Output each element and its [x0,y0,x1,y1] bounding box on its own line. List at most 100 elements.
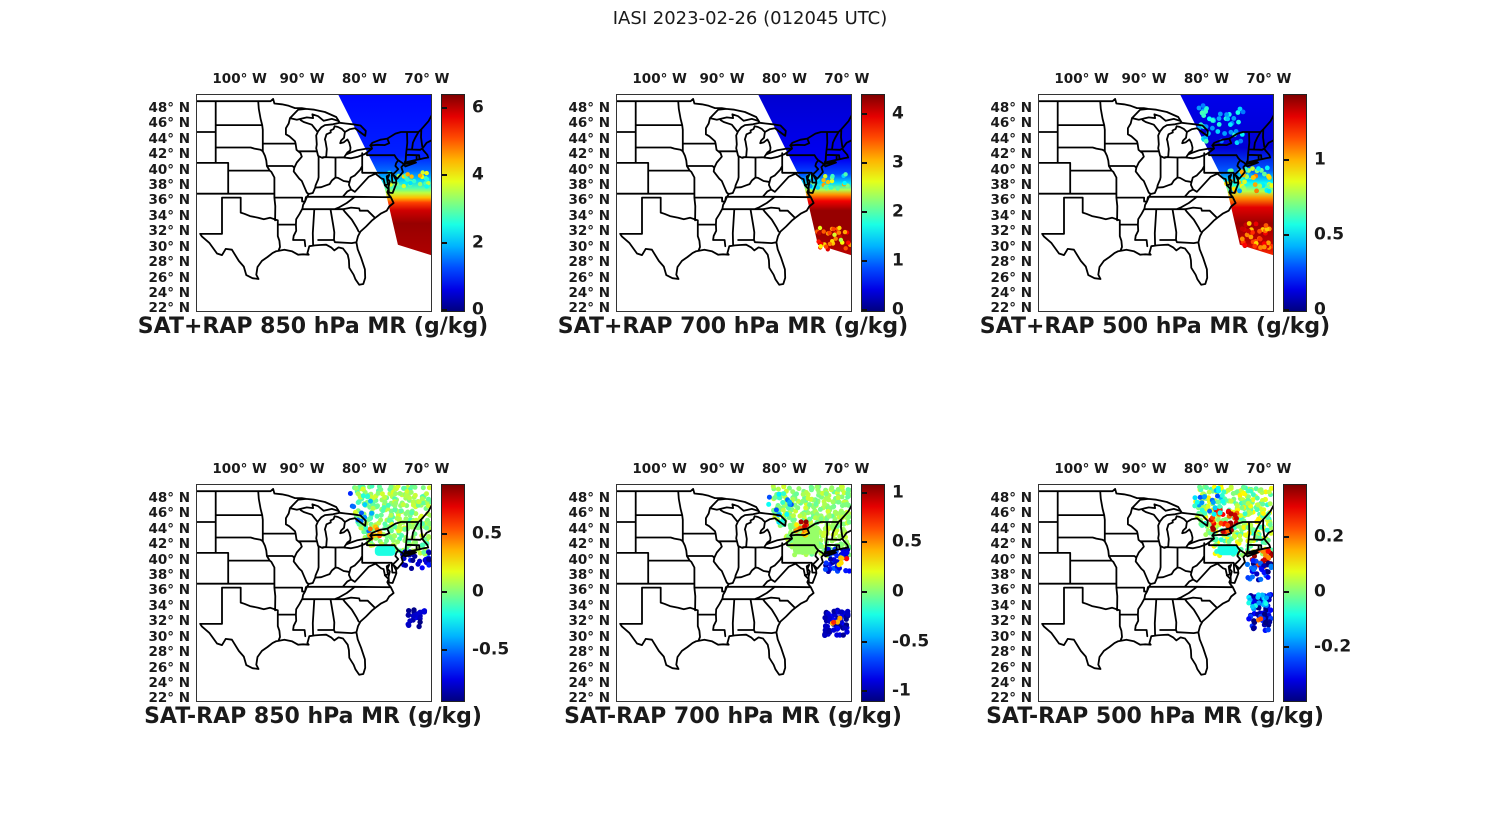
lat-tick-label: 48° N [990,99,1032,116]
colorbar-tick-label: 0.5 [1314,224,1345,245]
lat-tick-label: 28° N [568,644,610,661]
lat-tick-label: 38° N [990,177,1032,194]
lat-tick-label: 44° N [148,520,190,537]
panel-title: SAT+RAP 500 hPa MR (g/kg) [979,314,1331,339]
lat-tick-label: 38° N [568,567,610,584]
lat-tick-label: 22° N [568,690,610,707]
colorbar-tick-label: -0.5 [892,631,930,652]
lat-tick-label: 24° N [148,675,190,692]
lat-tick-label: 32° N [568,223,610,240]
lat-tick-label: 34° N [148,207,190,224]
lat-tick-label: 22° N [148,690,190,707]
data-patch [374,545,396,556]
lat-tick-label: 36° N [568,192,610,209]
lon-tick-label: 100° W [632,71,687,87]
colorbar-tick-label: -1 [892,680,911,701]
colorbar-diff-700 [861,484,885,702]
lat-tick-label: 48° N [568,489,610,506]
colorbar-sum-500 [1283,94,1307,312]
colorbar-tick-label: 4 [472,164,484,185]
lon-tick-label: 100° W [212,71,267,87]
colorbar-tick-label: 2 [892,201,904,222]
colorbar-tick-label: 0 [1314,581,1326,602]
map-plot-diff-850 [196,484,432,702]
lat-tick-label: 28° N [148,644,190,661]
lat-tick-label: 34° N [990,207,1032,224]
lat-tick-label: 26° N [148,269,190,286]
lat-tick-label: 26° N [568,659,610,676]
lat-tick-label: 48° N [148,99,190,116]
colorbar-tick [862,259,867,262]
lon-tick-label: 100° W [1054,461,1109,477]
map-plot-sum-500 [1038,94,1274,312]
map-plot-sum-700 [616,94,852,312]
colorbar-tick-label: 0 [472,299,484,320]
colorbar-tick-label: -0.5 [472,639,510,660]
panel-diff-500: SAT-RAP 500 hPa MR (g/kg) 100° W 90° W 80°… [972,445,1382,745]
lat-tick-label: 34° N [568,207,610,224]
lat-tick-label: 28° N [990,254,1032,271]
lat-tick-label: 40° N [568,551,610,568]
colorbar-tick [442,591,447,593]
panel-title: SAT+RAP 850 hPa MR (g/kg) [137,314,489,339]
state-boundaries [617,488,851,676]
lat-tick-label: 24° N [568,675,610,692]
panel-diff-700: SAT-RAP 700 hPa MR (g/kg) 100° W 90° W 80°… [550,445,960,745]
colorbar-tick-label: -0.2 [1314,636,1352,657]
lat-tick-label: 38° N [568,177,610,194]
colorbar-tick [862,491,867,494]
colorbar-tick [442,241,447,244]
state-boundaries [197,98,431,286]
lat-tick-label: 26° N [568,269,610,286]
lat-tick-label: 36° N [148,582,190,599]
lat-tick-label: 32° N [148,613,190,630]
lon-tick-label: 100° W [1054,71,1109,87]
colorbar-tick [862,210,867,213]
colorbar-tick-label: 2 [472,232,484,253]
lon-tick-label: 70° W [824,461,870,477]
colorbar-tick-label: 0 [1314,299,1326,320]
lat-tick-label: 40° N [148,551,190,568]
lat-tick-label: 32° N [568,613,610,630]
colorbar-tick-label: 0 [892,299,904,320]
lat-tick-label: 38° N [148,177,190,194]
lat-tick-label: 30° N [568,238,610,255]
colorbar-tick-label: 1 [1314,149,1326,170]
colorbar-tick [1284,309,1289,311]
lon-tick-label: 90° W [279,461,325,477]
lat-tick-label: 36° N [568,582,610,599]
colorbar-tick [862,541,867,544]
lat-tick-label: 46° N [148,115,190,132]
state-boundaries [617,98,851,286]
lon-tick-label: 90° W [1121,461,1167,477]
colorbar-tick-label: 3 [892,152,904,173]
lat-tick-label: 32° N [990,223,1032,240]
lat-tick-label: 30° N [148,628,190,645]
lon-tick-label: 80° W [341,461,388,477]
colorbar-tick-label: 4 [892,103,904,124]
colorbar-sum-700 [861,94,885,312]
lat-tick-label: 34° N [148,597,190,614]
colorbar-tick-label: 0.5 [892,532,923,553]
lat-tick-label: 34° N [990,597,1032,614]
colorbar-tick-label: 1 [892,250,904,271]
lon-tick-label: 70° W [404,71,450,87]
map-plot-diff-700 [616,484,852,702]
colorbar-tick [862,591,867,593]
lat-tick-label: 24° N [568,285,610,302]
state-boundaries [1039,98,1273,286]
colorbar-tick [442,532,447,535]
lon-tick-label: 90° W [279,71,325,87]
lat-tick-label: 28° N [990,644,1032,661]
lat-tick-label: 46° N [990,505,1032,522]
lat-tick-label: 46° N [568,115,610,132]
colorbar-sum-850 [441,94,465,312]
lat-tick-label: 46° N [990,115,1032,132]
data-patch [793,525,820,555]
colorbar-tick [862,161,867,164]
lat-tick-label: 26° N [148,659,190,676]
lon-tick-label: 70° W [1246,461,1292,477]
lat-tick-label: 44° N [148,130,190,147]
lat-tick-label: 28° N [568,254,610,271]
lon-tick-label: 80° W [761,71,808,87]
